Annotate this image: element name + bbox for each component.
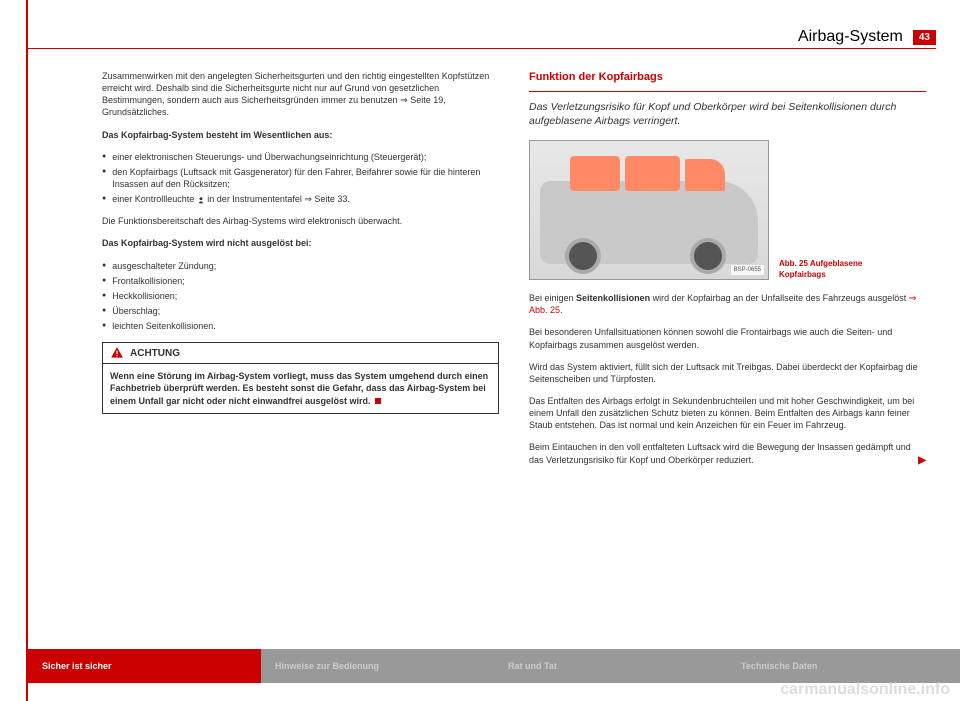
bullet-text: Frontalkollisionen; bbox=[112, 275, 185, 287]
footer-tab-active[interactable]: Sicher ist sicher bbox=[28, 649, 261, 683]
figure-block: BSP-0655 Abb. 25 Aufgeblasene Kopfairbag… bbox=[529, 140, 926, 280]
text-fragment: in der Instrumententafel ⇒ Seite 33. bbox=[205, 194, 350, 204]
bullet-text: ausgeschalteter Zündung; bbox=[112, 260, 216, 272]
text-fragment: wird der Kopfairbag an der Unfallseite d… bbox=[650, 293, 909, 303]
list2-item: Heckkollisionen; bbox=[102, 290, 499, 302]
page-number: 43 bbox=[913, 30, 936, 45]
content-area: Zusammenwirken mit den angelegten Sicher… bbox=[102, 70, 926, 631]
text-fragment: . bbox=[560, 305, 563, 315]
continuation-arrow-icon: ▶ bbox=[918, 454, 926, 468]
list2-item: ausgeschalteter Zündung; bbox=[102, 260, 499, 272]
figure-id-label: BSP-0655 bbox=[731, 265, 764, 275]
footer-tab[interactable]: Rat und Tat bbox=[494, 649, 727, 683]
right-column: Funktion der Kopfairbags Das Verletzungs… bbox=[529, 70, 926, 631]
warning-box: ACHTUNG Wenn eine Störung im Airbag-Syst… bbox=[102, 342, 499, 413]
text-fragment: Bei einigen bbox=[529, 293, 576, 303]
end-mark-icon bbox=[375, 398, 381, 404]
footer-tab[interactable]: Hinweise zur Bedienung bbox=[261, 649, 494, 683]
list2-heading: Das Kopfairbag-System wird nicht ausgelö… bbox=[102, 237, 499, 249]
airbag-shape bbox=[570, 156, 620, 191]
page-header: Airbag-System 43 bbox=[28, 28, 936, 46]
bullet-text: Heckkollisionen; bbox=[112, 290, 177, 302]
airbag-shape bbox=[685, 159, 725, 191]
bullet-text: Überschlag; bbox=[112, 305, 160, 317]
watermark-text: carmanualsonline.info bbox=[780, 681, 950, 699]
wheel-shape bbox=[690, 238, 726, 274]
body-paragraph: Bei einigen Seitenkollisionen wird der K… bbox=[529, 292, 926, 316]
section-heading: Funktion der Kopfairbags bbox=[529, 70, 926, 85]
warning-triangle-icon bbox=[110, 346, 124, 360]
wheel-shape bbox=[565, 238, 601, 274]
header-rule bbox=[28, 48, 936, 49]
list1-item: einer elektronischen Steuerungs- und Übe… bbox=[102, 151, 499, 163]
body-paragraph: Bei besonderen Unfallsituationen können … bbox=[529, 326, 926, 350]
intro-paragraph: Zusammenwirken mit den angelegten Sicher… bbox=[102, 70, 499, 119]
body-paragraph: Die Funktionsbereitschaft des Airbag-Sys… bbox=[102, 215, 499, 227]
footer-tab[interactable]: Technische Daten bbox=[727, 649, 960, 683]
list2-item: leichten Seitenkollisionen. bbox=[102, 320, 499, 332]
figure-image: BSP-0655 bbox=[529, 140, 769, 280]
warning-text: Wenn eine Störung im Airbag-System vorli… bbox=[110, 371, 488, 405]
list1-heading: Das Kopfairbag-System besteht im Wesentl… bbox=[102, 129, 499, 141]
bullet-text: einer elektronischen Steuerungs- und Übe… bbox=[112, 151, 426, 163]
warning-title: ACHTUNG bbox=[130, 347, 180, 361]
section-rule bbox=[529, 91, 926, 92]
list1-item: einer Kontrollleuchte in der Instrumente… bbox=[102, 193, 499, 205]
text-bold: Seitenkollisionen bbox=[576, 293, 650, 303]
list1-item: den Kopfairbags (Luftsack mit Gasgenerat… bbox=[102, 166, 499, 190]
list2-item: Überschlag; bbox=[102, 305, 499, 317]
body-paragraph: Beim Eintauchen in den voll entfalteten … bbox=[529, 441, 926, 465]
text-fragment: einer Kontrollleuchte bbox=[112, 194, 197, 204]
text-fragment: Beim Eintauchen in den voll entfalteten … bbox=[529, 442, 911, 464]
warning-header: ACHTUNG bbox=[103, 343, 498, 364]
page-frame: Airbag-System 43 Zusammenwirken mit den … bbox=[26, 0, 960, 701]
bullet-text: leichten Seitenkollisionen. bbox=[112, 320, 216, 332]
bullet-text: einer Kontrollleuchte in der Instrumente… bbox=[112, 193, 350, 205]
section-subtitle: Das Verletzungsrisiko für Kopf und Oberk… bbox=[529, 100, 926, 128]
bullet-text: den Kopfairbags (Luftsack mit Gasgenerat… bbox=[112, 166, 499, 190]
warning-body: Wenn eine Störung im Airbag-System vorli… bbox=[103, 364, 498, 412]
figure-caption: Abb. 25 Aufgeblasene Kopfairbags bbox=[779, 259, 879, 280]
body-paragraph: Das Entfalten des Airbags erfolgt in Sek… bbox=[529, 395, 926, 431]
left-column: Zusammenwirken mit den angelegten Sicher… bbox=[102, 70, 499, 631]
footer-tabs: Sicher ist sicher Hinweise zur Bedienung… bbox=[28, 649, 960, 683]
airbag-warning-icon bbox=[197, 196, 205, 204]
body-paragraph: Wird das System aktiviert, füllt sich de… bbox=[529, 361, 926, 385]
airbag-shape bbox=[625, 156, 680, 191]
list2-item: Frontalkollisionen; bbox=[102, 275, 499, 287]
section-title: Airbag-System bbox=[798, 28, 903, 46]
